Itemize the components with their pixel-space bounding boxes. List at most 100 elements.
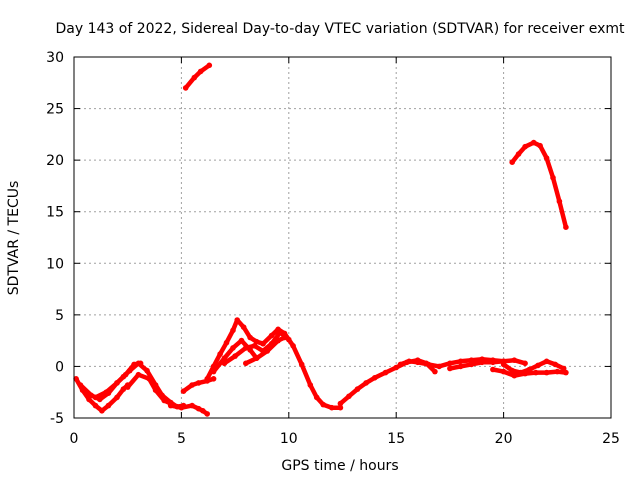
data-point: [243, 345, 249, 351]
data-point: [268, 332, 275, 339]
data-point: [180, 388, 187, 395]
data-point: [556, 198, 563, 205]
data-point: [479, 359, 485, 366]
y-tick-label: 30: [46, 50, 64, 66]
data-point: [182, 85, 189, 91]
data-point: [204, 376, 210, 382]
data-point: [363, 380, 369, 386]
data-point: [554, 368, 561, 375]
data-point: [337, 400, 344, 407]
data-point: [195, 405, 202, 412]
data-point: [120, 373, 127, 380]
data-point: [432, 368, 438, 375]
x-axis-label: GPS time / hours: [281, 458, 398, 474]
data-point: [511, 372, 518, 379]
data-point: [535, 362, 541, 369]
data-point: [253, 355, 260, 362]
data-point: [206, 62, 213, 69]
data-point: [200, 408, 206, 414]
data-series: [73, 62, 569, 417]
data-point: [135, 371, 142, 378]
y-tick-label: 25: [46, 102, 64, 118]
data-point: [105, 402, 112, 409]
data-point: [230, 345, 236, 351]
data-point: [167, 402, 174, 409]
x-tick-label: 20: [495, 431, 513, 447]
x-tick-label: 5: [177, 431, 186, 447]
grid: [74, 57, 611, 418]
data-point: [530, 139, 537, 146]
data-point: [447, 365, 453, 372]
data-point: [500, 368, 507, 375]
data-point: [221, 355, 228, 362]
x-axis-ticks: 0 5 10 15 20 25: [70, 57, 620, 447]
data-point: [447, 360, 453, 367]
data-point: [337, 404, 344, 411]
data-point: [511, 357, 518, 364]
data-point: [533, 369, 539, 376]
data-point: [195, 380, 202, 386]
data-point: [397, 361, 404, 368]
data-point: [320, 401, 327, 408]
data-point: [152, 387, 159, 394]
data-point: [406, 358, 412, 365]
data-point: [500, 361, 507, 368]
y-axis-ticks: -5 0 5 10 15 20 25 30: [46, 50, 611, 427]
data-point: [260, 340, 266, 347]
data-point: [73, 376, 79, 382]
data-point: [232, 353, 238, 359]
series-trace-arc-8: [204, 317, 266, 382]
data-point: [88, 392, 94, 399]
data-point: [298, 361, 305, 368]
data-point: [515, 151, 522, 157]
data-point: [161, 397, 167, 404]
data-point: [543, 358, 550, 365]
data-point: [247, 334, 253, 341]
x-tick-label: 0: [70, 431, 79, 447]
data-point: [240, 324, 247, 331]
data-point: [92, 394, 99, 401]
data-point: [144, 367, 150, 374]
plot-frame: [73, 56, 612, 419]
data-point: [223, 339, 230, 346]
y-tick-label: -5: [50, 411, 64, 427]
y-tick-label: 5: [55, 308, 64, 324]
data-point: [560, 365, 567, 372]
data-point: [468, 357, 475, 364]
data-point: [189, 382, 195, 388]
data-point: [92, 402, 99, 409]
data-point: [414, 359, 421, 366]
data-point: [114, 380, 120, 386]
data-point: [543, 369, 550, 376]
data-point: [281, 330, 288, 337]
data-point: [522, 143, 528, 150]
data-point: [146, 376, 152, 382]
x-tick-label: 15: [387, 431, 405, 447]
data-point: [234, 317, 240, 323]
data-point: [114, 394, 120, 401]
chart-title: Day 143 of 2022, Sidereal Day-to-day VTE…: [56, 21, 626, 37]
data-point: [509, 159, 515, 165]
data-point: [217, 351, 223, 357]
x-tick-label: 10: [280, 431, 298, 447]
data-point: [543, 155, 550, 161]
data-point: [393, 364, 400, 371]
data-point: [210, 376, 217, 382]
data-point: [191, 74, 198, 81]
y-tick-label: 15: [46, 205, 64, 221]
y-tick-label: 0: [55, 359, 64, 375]
x-tick-label: 25: [602, 431, 620, 447]
data-point: [275, 337, 281, 344]
data-point: [86, 396, 92, 403]
data-point: [490, 366, 496, 373]
data-point: [230, 327, 236, 334]
data-point: [563, 369, 569, 376]
data-point: [281, 334, 288, 341]
data-point: [253, 338, 260, 345]
data-point: [103, 389, 109, 396]
data-point: [329, 404, 335, 411]
data-point: [371, 375, 378, 381]
data-point: [290, 343, 296, 349]
data-point: [563, 224, 569, 230]
